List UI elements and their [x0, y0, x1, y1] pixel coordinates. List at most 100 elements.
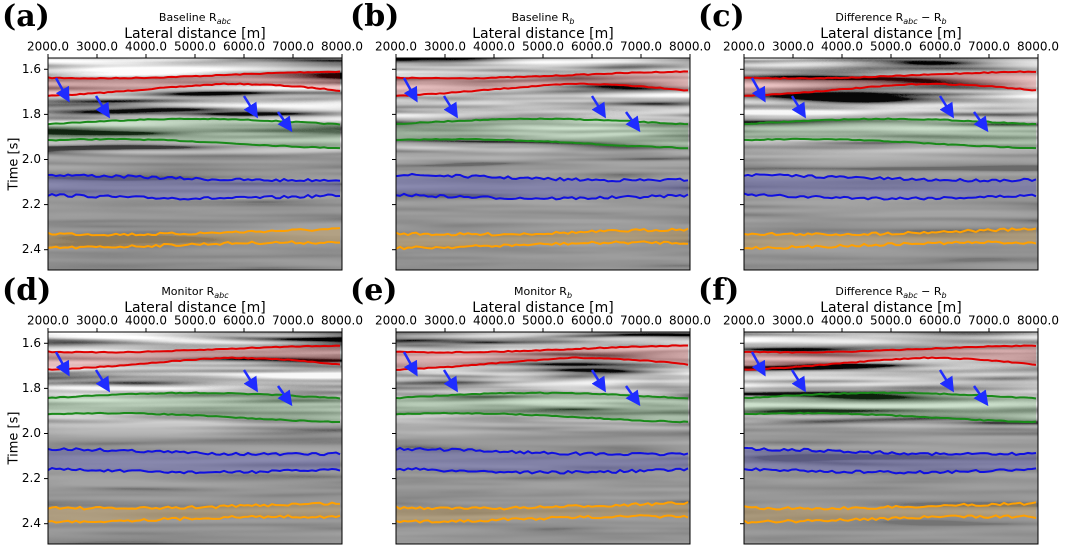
horizon-band: [396, 392, 688, 423]
arrow: [972, 111, 989, 133]
title-text: − R: [918, 11, 942, 24]
x-tick-label: 7000.0: [620, 40, 662, 54]
panel-label: (c): [698, 0, 745, 34]
arrow: [442, 369, 458, 393]
horizon-band: [48, 502, 340, 523]
arrow: [938, 369, 954, 393]
arrow: [442, 95, 458, 119]
title-text: Monitor R: [161, 285, 214, 298]
panel: 2000.0 3000.0 4000.0 5000.0 6000.0 7000.0 8000…: [350, 0, 711, 271]
arrow: [590, 95, 606, 119]
x-tick-label: 8000.0: [1017, 314, 1059, 328]
title-text: Difference R: [835, 285, 903, 298]
x-tick-label: 4000.0: [125, 40, 167, 54]
horizon: [48, 137, 341, 150]
x-tick-label: 2000.0: [723, 40, 765, 54]
horizon-band: [48, 392, 340, 423]
horizon: [48, 240, 341, 250]
x-tick-label: 5000.0: [522, 40, 564, 54]
horizon-band: [744, 392, 1036, 423]
arrow: [242, 369, 258, 393]
x-tick-label: 3000.0: [76, 40, 118, 54]
y-tick-label: 1.8: [22, 107, 41, 121]
horizon: [48, 501, 341, 511]
title-subscript: b: [569, 17, 574, 26]
arrow: [750, 351, 766, 377]
horizon-band: [396, 447, 688, 474]
horizon: [744, 411, 1037, 424]
horizon: [48, 173, 341, 183]
y-tick-label: 2.0: [22, 426, 41, 440]
horizon: [48, 467, 341, 475]
horizon: [48, 356, 341, 371]
horizon-band: [396, 345, 688, 370]
horizon-band: [744, 345, 1036, 370]
title-text: Monitor R: [514, 285, 567, 298]
title-subscript: abc: [903, 17, 918, 26]
arrow: [790, 369, 806, 393]
horizon: [744, 137, 1037, 150]
horizon: [744, 240, 1037, 251]
x-tick-label: 3000.0: [772, 40, 814, 54]
x-tick-label: 5000.0: [174, 314, 216, 328]
horizon-band: [48, 118, 340, 149]
arrow: [94, 95, 110, 119]
panel-title: Monitor Rabc: [161, 285, 229, 300]
x-tick-label: 5000.0: [870, 40, 912, 54]
panel-label: (d): [2, 273, 51, 308]
panel-title: Difference Rabc − Rb: [835, 285, 946, 300]
panel-title: Difference Rabc − Rb: [835, 11, 946, 26]
panel: 2000.0 3000.0 4000.0 5000.0 6000.0 7000.0 8000…: [350, 273, 711, 545]
y-tick-label: 2.4: [22, 516, 41, 530]
horizon: [396, 501, 689, 511]
x-tick-label: 3000.0: [424, 40, 466, 54]
x-tick-label: 5000.0: [174, 40, 216, 54]
arrow: [750, 77, 766, 103]
x-axis-label: Lateral distance [m]: [820, 300, 962, 316]
arrow: [402, 77, 418, 103]
x-tick-label: 6000.0: [223, 40, 265, 54]
horizon: [396, 356, 689, 371]
horizon: [744, 82, 1037, 97]
x-tick-label: 7000.0: [272, 40, 314, 54]
horizon-band: [48, 228, 340, 249]
x-tick-label: 2000.0: [27, 314, 69, 328]
x-axis-label: Lateral distance [m]: [472, 26, 614, 42]
panel-label: (b): [350, 0, 399, 34]
title-subscript: abc: [903, 291, 918, 300]
horizon: [48, 193, 341, 201]
x-tick-label: 5000.0: [870, 314, 912, 328]
horizon: [744, 467, 1037, 475]
panel: 2000.0 3000.0 4000.0 5000.0 6000.0 7000.0 8000…: [698, 0, 1059, 271]
title-subscript: b: [942, 291, 947, 300]
horizon: [744, 70, 1037, 80]
horizon: [396, 192, 689, 201]
horizon: [48, 514, 341, 524]
arrow: [624, 111, 641, 133]
arrow: [94, 369, 110, 393]
horizon-band: [48, 345, 340, 370]
arrow: [938, 95, 954, 119]
horizon: [744, 173, 1037, 183]
x-tick-label: 4000.0: [821, 40, 863, 54]
arrow: [624, 385, 641, 407]
x-tick-label: 8000.0: [321, 314, 363, 328]
horizon: [48, 447, 341, 457]
panel-label: (a): [2, 0, 50, 34]
arrow: [790, 95, 806, 119]
title-subscript: b: [567, 291, 572, 300]
horizon-band: [744, 502, 1036, 524]
x-axis-label: Lateral distance [m]: [820, 26, 962, 42]
panel-title: Baseline Rb: [512, 11, 575, 26]
horizon-band: [396, 71, 688, 96]
x-tick-label: 4000.0: [473, 40, 515, 54]
seismic-image: [396, 58, 690, 270]
horizon-band: [744, 118, 1036, 149]
title-text: Baseline R: [159, 11, 217, 24]
title-subscript: abc: [214, 291, 229, 300]
x-tick-label: 7000.0: [272, 314, 314, 328]
x-tick-label: 6000.0: [919, 314, 961, 328]
panel: 2000.0 3000.0 4000.0 5000.0 6000.0 7000.0 8000…: [698, 273, 1059, 545]
arrow: [276, 385, 293, 407]
arrow: [402, 351, 418, 377]
